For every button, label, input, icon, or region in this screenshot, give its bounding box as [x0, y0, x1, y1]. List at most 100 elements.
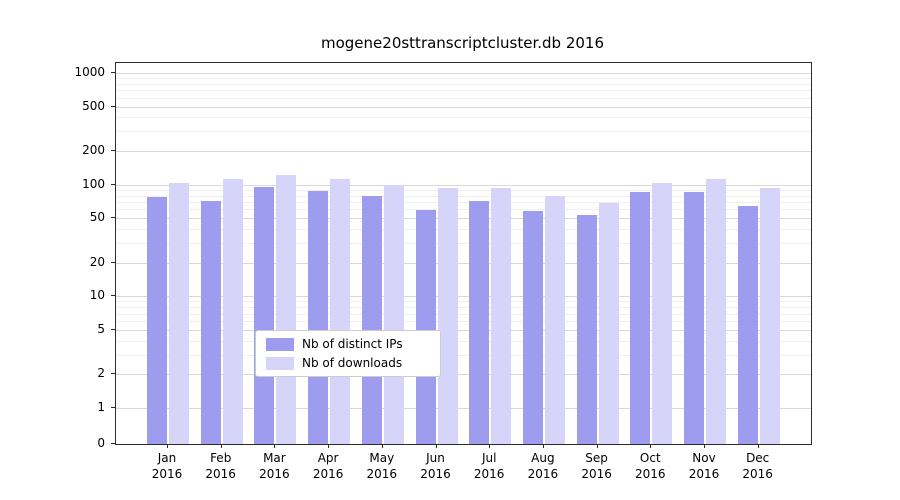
major-gridline [116, 184, 811, 186]
y-tick-mark [111, 72, 115, 73]
y-tick-mark [111, 328, 115, 330]
bar-distinct-ips [254, 186, 275, 444]
x-axis-label: Jul 2016 [473, 451, 505, 481]
major-gridline [116, 374, 811, 376]
x-tick-mark [435, 444, 437, 448]
y-tick-mark [111, 150, 115, 152]
major-gridline [116, 218, 811, 220]
y-tick-label: 20 [89, 254, 105, 269]
minor-gridline [116, 90, 811, 92]
bar-distinct-ips [469, 201, 490, 444]
x-tick-mark [381, 444, 383, 448]
bar-downloads [491, 188, 512, 444]
legend-label-downloads: Nb of downloads [302, 356, 403, 370]
minor-gridline [116, 189, 811, 191]
x-tick-mark [274, 444, 276, 448]
x-axis-label: Sep 2016 [581, 451, 612, 481]
y-tick-label: 500 [82, 98, 105, 113]
x-tick-mark [596, 444, 598, 448]
y-tick-mark [111, 407, 115, 408]
x-axis-label: Feb 2016 [205, 451, 236, 481]
legend-swatch-downloads [266, 356, 294, 370]
bar-downloads [383, 184, 404, 444]
bar-downloads [437, 187, 458, 444]
bar-distinct-ips [200, 201, 221, 444]
y-tick-mark [111, 217, 115, 219]
chart-title: mogene20sttranscriptcluster.db 2016 [321, 34, 604, 52]
y-tick-mark [111, 183, 115, 185]
minor-gridline [116, 195, 811, 197]
legend-item-distinct-ips: Nb of distinct IPs [266, 337, 430, 351]
minor-gridline [116, 83, 811, 85]
legend: Nb of distinct IPs Nb of downloads [255, 330, 441, 377]
x-axis-label: Mar 2016 [259, 451, 290, 481]
x-axis-label: Apr 2016 [312, 451, 344, 481]
bar-distinct-ips [147, 196, 167, 444]
bar-distinct-ips [630, 192, 651, 444]
bar-downloads [169, 183, 189, 444]
minor-gridline [116, 131, 811, 133]
bar-distinct-ips [737, 205, 758, 444]
x-tick-mark [704, 444, 705, 448]
x-axis-label: Oct 2016 [635, 451, 666, 481]
minor-gridline [116, 313, 811, 315]
bar-downloads [222, 179, 243, 444]
major-gridline [116, 296, 811, 298]
x-tick-mark [757, 444, 759, 448]
y-tick-mark [111, 295, 115, 297]
x-tick-mark [650, 444, 652, 448]
x-tick-mark [328, 444, 330, 448]
y-tick-label: 100 [82, 176, 105, 191]
x-axis-label: Nov 2016 [688, 451, 720, 481]
x-tick-mark [167, 444, 168, 448]
bar-downloads [598, 203, 619, 444]
x-tick-mark [542, 444, 544, 448]
x-axis-label: Aug 2016 [527, 451, 559, 481]
bar-downloads [276, 174, 297, 444]
minor-gridline [116, 97, 811, 99]
bar-distinct-ips [576, 214, 597, 444]
minor-gridline [116, 209, 811, 211]
legend-swatch-distinct-ips [266, 337, 294, 351]
bar-downloads [544, 195, 565, 444]
minor-gridline [116, 340, 811, 342]
y-tick-label: 1000 [74, 65, 105, 79]
y-tick-mark [111, 443, 115, 444]
minor-gridline [116, 307, 811, 309]
y-tick-mark [111, 261, 115, 263]
minor-gridline [116, 117, 811, 119]
y-tick-label: 2 [97, 366, 105, 381]
major-gridline [116, 151, 811, 153]
bar-downloads [706, 179, 726, 444]
minor-gridline [116, 202, 811, 203]
major-gridline [116, 262, 811, 264]
minor-gridline [116, 243, 811, 245]
major-gridline [116, 329, 811, 331]
y-tick-label: 50 [89, 210, 105, 225]
y-tick-label: 1 [97, 400, 105, 414]
x-tick-mark [220, 444, 222, 448]
x-axis-label: Dec 2016 [742, 451, 773, 481]
bar-distinct-ips [684, 192, 704, 444]
bar-downloads [759, 188, 780, 444]
y-tick-label: 5 [97, 321, 105, 336]
minor-gridline [116, 354, 811, 356]
bar-distinct-ips [522, 211, 543, 444]
minor-gridline [116, 301, 811, 303]
major-gridline [116, 73, 811, 74]
legend-label-distinct-ips: Nb of distinct IPs [302, 337, 403, 351]
x-axis-label: Jun 2016 [420, 451, 451, 481]
y-tick-mark [111, 373, 115, 375]
y-tick-label: 200 [82, 143, 105, 158]
y-tick-label: 10 [89, 288, 105, 303]
plot-area [115, 62, 812, 445]
x-axis-label: Jan 2016 [151, 451, 183, 481]
y-tick-mark [111, 105, 115, 107]
x-axis-label: May 2016 [366, 451, 398, 481]
bar-downloads [652, 183, 673, 444]
minor-gridline [116, 229, 811, 231]
x-tick-mark [489, 444, 491, 448]
major-gridline [116, 106, 811, 108]
legend-item-downloads: Nb of downloads [266, 356, 430, 370]
